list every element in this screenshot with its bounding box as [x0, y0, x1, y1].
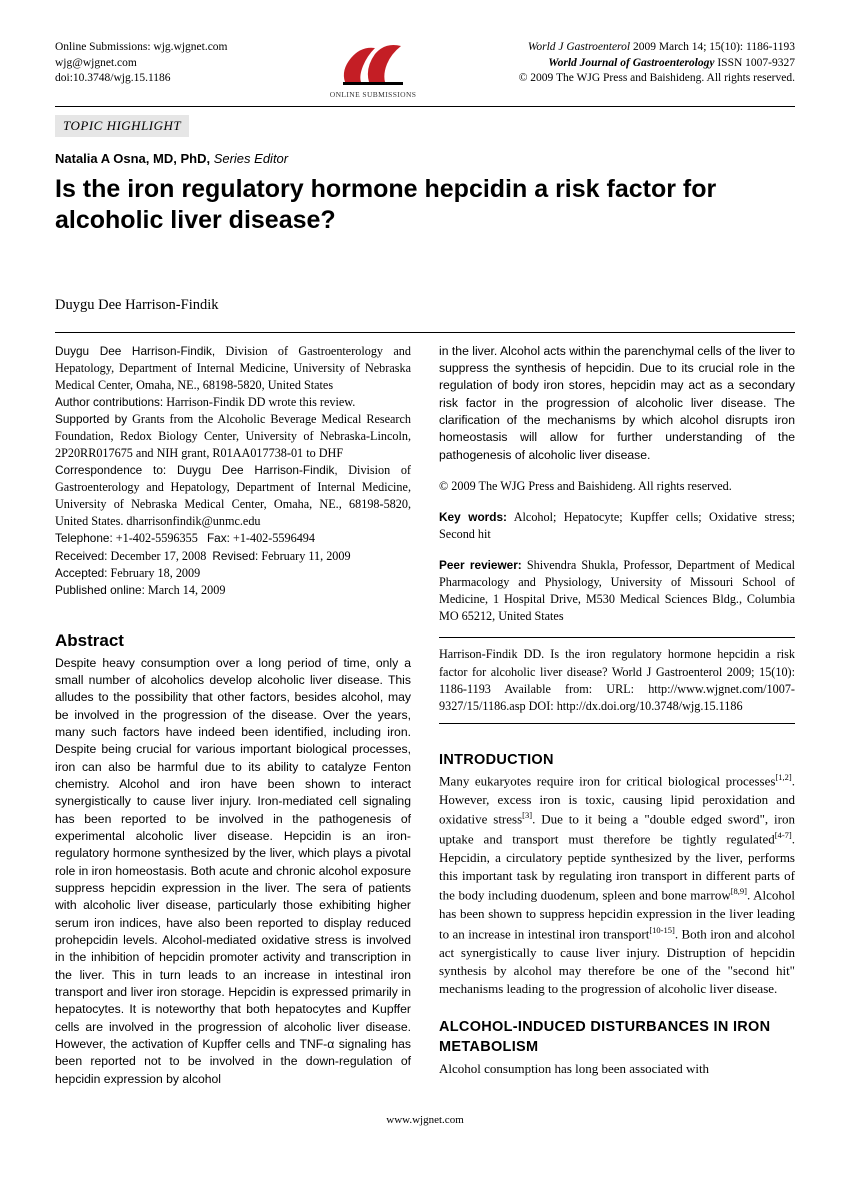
header-right: World J Gastroenterol 2009 March 14; 15(… [519, 40, 795, 87]
title-rule [55, 332, 795, 333]
journal-issue: World J Gastroenterol 2009 March 14; 15(… [519, 40, 795, 56]
author-name: Duygu Dee Harrison-Findik [55, 297, 795, 314]
submission-email: wjg@wjgnet.com [55, 56, 228, 72]
correspondence-label: Correspondence to: Duygu Dee Harrison-Fi… [55, 463, 338, 477]
logo-caption: ONLINE SUBMISSIONS [330, 90, 417, 100]
revised-text: February 11, 2009 [258, 549, 350, 563]
received-label: Received: [55, 549, 107, 563]
introduction-text: Many eukaryotes require iron for critica… [439, 771, 795, 999]
footer-url: www.wjgnet.com [55, 1114, 795, 1126]
journal-issn: World Journal of Gastroenterology ISSN 1… [519, 56, 795, 72]
abstract-text: Despite heavy consumption over a long pe… [55, 655, 411, 1088]
supported-label: Supported by [55, 412, 127, 426]
keywords-block: Key words: Alcohol; Hepatocyte; Kupffer … [439, 509, 795, 543]
doi-line: doi:10.3748/wjg.15.1186 [55, 71, 228, 87]
affiliation-name: Duygu Dee Harrison-Findik, [55, 344, 215, 358]
article-title: Is the iron regulatory hormone hepcidin … [55, 174, 795, 237]
introduction-heading: INTRODUCTION [439, 752, 795, 768]
citation-block: Harrison-Findik DD. Is the iron regulato… [439, 646, 795, 714]
author-contrib-label: Author contributions: [55, 395, 163, 409]
accepted-label: Accepted: [55, 566, 107, 580]
author-contrib-text: Harrison-Findik DD wrote this review. [163, 395, 355, 409]
series-editor-role: Series Editor [210, 151, 288, 166]
page-header: Online Submissions: wjg.wjgnet.com wjg@w… [55, 40, 795, 100]
right-column: in the liver. Alcohol acts within the pa… [439, 343, 795, 1088]
copyright-line: © 2009 The WJG Press and Baishideng. All… [439, 478, 795, 495]
journal-copyright: © 2009 The WJG Press and Baishideng. All… [519, 71, 795, 87]
telephone-label: Telephone: [55, 531, 113, 545]
citation-rule-bottom [439, 723, 795, 724]
fax-label: Fax: [207, 531, 230, 545]
published-label: Published online: [55, 583, 145, 597]
abstract-continuation: in the liver. Alcohol acts within the pa… [439, 343, 795, 464]
wjg-logo-icon [337, 40, 409, 88]
topic-highlight-badge: TOPIC HIGHLIGHT [55, 115, 189, 137]
article-metadata: Duygu Dee Harrison-Findik, Division of G… [55, 343, 411, 599]
keywords-label: Key words: [439, 510, 507, 524]
accepted-text: February 18, 2009 [107, 566, 200, 580]
peer-label: Peer reviewer: [439, 558, 522, 572]
header-rule [55, 106, 795, 107]
left-column: Duygu Dee Harrison-Findik, Division of G… [55, 343, 411, 1088]
submission-url: Online Submissions: wjg.wjgnet.com [55, 40, 228, 56]
peer-reviewer-block: Peer reviewer: Shivendra Shukla, Profess… [439, 557, 795, 625]
abstract-heading: Abstract [55, 631, 411, 651]
journal-logo: ONLINE SUBMISSIONS [330, 40, 417, 100]
section2-heading: ALCOHOL-INDUCED DISTURBANCES IN IRON MET… [439, 1017, 795, 1058]
published-text: March 14, 2009 [145, 583, 226, 597]
revised-label: Revised: [212, 549, 258, 563]
telephone-text: +1-402-5596355 [113, 531, 198, 545]
received-text: December 17, 2008 [107, 549, 206, 563]
series-editor-name: Natalia A Osna, MD, PhD, [55, 151, 210, 166]
header-left: Online Submissions: wjg.wjgnet.com wjg@w… [55, 40, 228, 87]
series-editor-line: Natalia A Osna, MD, PhD, Series Editor [55, 151, 795, 166]
fax-text: +1-402-5596494 [230, 531, 315, 545]
citation-rule-top [439, 637, 795, 638]
section2-text: Alcohol consumption has long been associ… [439, 1060, 795, 1078]
two-column-body: Duygu Dee Harrison-Findik, Division of G… [55, 343, 795, 1088]
